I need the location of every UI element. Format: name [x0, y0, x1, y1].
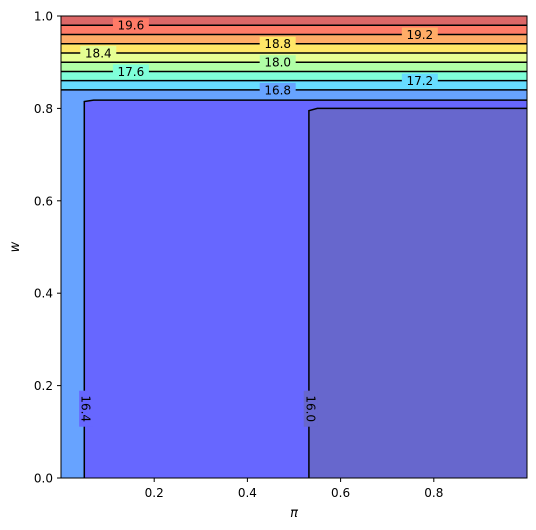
contour-line-16.4 — [83, 99, 527, 478]
y-tick-label: 0.2 — [34, 379, 53, 393]
contour-label-gap — [401, 27, 438, 42]
contour-label-text: 18.4 — [85, 46, 112, 60]
contour-label-17.6: 17.6 — [112, 64, 149, 79]
contour-label-text: 16.8 — [264, 83, 291, 97]
contour-label-text: 17.6 — [118, 65, 145, 79]
contour-line-16.0 — [308, 107, 527, 478]
contour-label-gap — [112, 18, 149, 33]
contour-label-19.6: 19.6 — [112, 18, 149, 33]
x-tick-label: 0.2 — [145, 486, 164, 500]
x-axis-ticks: 0.2 0.4 0.6 0.8 — [145, 478, 443, 500]
contour-labels: 16.0 16.4 16.8 17.2 17.6 18.0 18.4 18.8 19.2 19.6 — [79, 18, 438, 427]
y-tick-label: 0.8 — [34, 102, 53, 116]
y-tick-label: 0.6 — [34, 194, 53, 208]
contour-label-text: 17.2 — [406, 74, 433, 88]
y-tick-label: 0.4 — [34, 287, 53, 301]
contour-label-text: 19.2 — [406, 28, 433, 42]
contour-label-16.8: 16.8 — [259, 82, 296, 97]
contour-label-gap — [259, 55, 296, 70]
y-axis-ticks: 0.0 0.2 0.4 0.6 0.8 1.0 — [34, 10, 61, 486]
contour-label-text: 18.8 — [264, 37, 291, 51]
contour-label-16.4: 16.4 — [79, 390, 94, 427]
contour-label-text: 16.0 — [303, 395, 317, 422]
y-axis-title: w — [8, 241, 23, 252]
x-tick-label: 0.4 — [238, 486, 257, 500]
contour-label-gap — [259, 36, 296, 51]
contour-label-gap — [303, 390, 318, 427]
contour-label-18.0: 18.0 — [259, 55, 296, 70]
contour-label-16.0: 16.0 — [303, 390, 318, 427]
contour-label-18.4: 18.4 — [80, 45, 117, 60]
contour-label-text: 18.0 — [264, 56, 291, 70]
contour-label-gap — [80, 45, 117, 60]
contour-label-gap — [112, 64, 149, 79]
x-tick-label: 0.8 — [424, 486, 443, 500]
x-axis-title: π — [290, 506, 298, 521]
contour-region-0 — [308, 108, 527, 478]
contour-label-18.8: 18.8 — [259, 36, 296, 51]
contour-label-gap — [401, 73, 438, 88]
contour-label-17.2: 17.2 — [401, 73, 438, 88]
contour-label-gap — [259, 82, 296, 97]
plot-frame — [60, 15, 528, 479]
contour-label-19.2: 19.2 — [401, 27, 438, 42]
contour-label-gap — [79, 390, 94, 427]
contour-label-text: 19.6 — [118, 19, 145, 33]
contour-label-text: 16.4 — [79, 395, 93, 422]
y-tick-label: 1.0 — [34, 10, 53, 24]
x-tick-label: 0.6 — [331, 486, 350, 500]
y-tick-label: 0.0 — [34, 472, 53, 486]
